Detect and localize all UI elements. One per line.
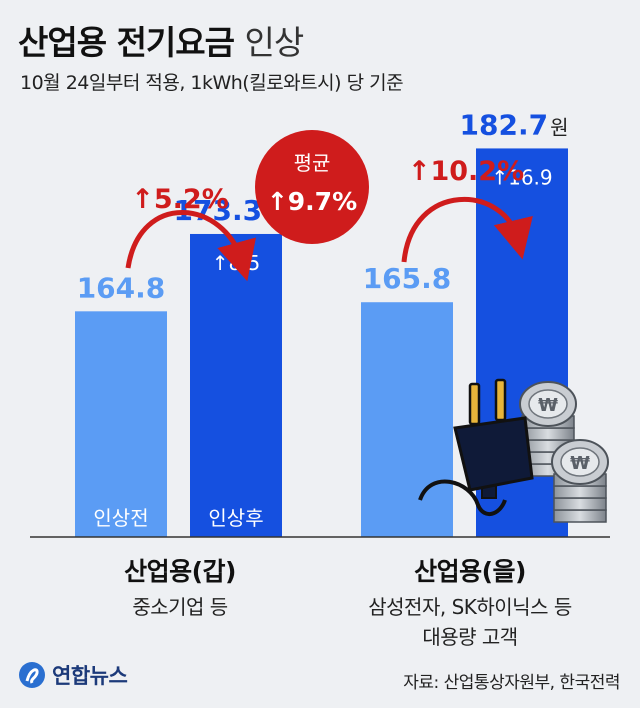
chart-subtitle: 10월 24일부터 적용, 1kWh(킬로와트시) 당 기준 [20, 72, 404, 94]
average-circle [255, 130, 369, 244]
group-title-gap: 산업용(갑) [124, 557, 236, 586]
yonhap-logo-icon [19, 662, 45, 688]
average-label: 평균 [294, 151, 331, 175]
value-label-after-1: 182.7 원 [460, 108, 569, 141]
increase-rate-1: ↑10.2% [408, 156, 524, 187]
logo-text: 연합뉴스 [52, 664, 128, 688]
bar-after-0 [190, 233, 282, 537]
value-label-before-1: 165.8 [363, 262, 452, 295]
plug-icon [418, 378, 534, 516]
increase-arrow-gap [125, 210, 256, 282]
value-label-before-0: 164.8 [77, 271, 166, 304]
coin-symbol: ₩ [538, 395, 558, 416]
series-label-after: 인상후 [208, 506, 263, 530]
increase-arrow-eul [401, 197, 533, 263]
group-desc-gap: 중소기업 등 [132, 595, 228, 619]
average-value: ↑9.7% [267, 187, 357, 216]
chart-title: 산업용 전기요금 인상 [18, 23, 304, 62]
average-badge: 평균 ↑9.7% [255, 130, 369, 244]
yonhap-logo: 연합뉴스 [18, 660, 128, 690]
bar-before-0 [75, 311, 167, 537]
source-text: 자료: 산업통상자원부, 한국전력 [403, 673, 620, 693]
unit-label: 원 [550, 115, 568, 139]
series-label-before: 인상전 [93, 506, 148, 530]
coin-symbol: ₩ [570, 453, 590, 474]
increase-amount-1: ↑16.9 [491, 165, 552, 189]
increase-rate-0: ↑5.2% [131, 184, 229, 215]
group-title-eul: 산업용(을) [414, 557, 526, 586]
bar-before-1 [361, 302, 453, 537]
group-desc-eul-line2: 대용량 고객 [422, 625, 518, 649]
increase-amount-0: ↑8.5 [212, 251, 261, 275]
group-desc-eul-line1: 삼성전자, SK하이닉스 등 [368, 595, 572, 619]
